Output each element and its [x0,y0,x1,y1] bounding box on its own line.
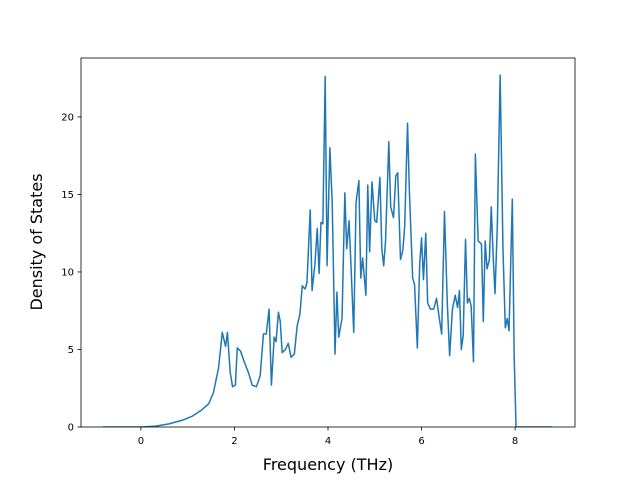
x-tick-label: 0 [138,436,144,447]
y-tick-label: 20 [61,112,74,123]
x-tick-label: 8 [512,436,518,447]
y-tick-label: 0 [68,423,74,434]
y-axis-label: Density of States [27,173,46,310]
y-tick-label: 15 [61,190,74,201]
x-axis-label: Frequency (THz) [263,455,393,474]
plot-frame [80,57,576,428]
data-line [102,74,553,427]
y-tick-label: 5 [68,345,74,356]
x-tick-label: 2 [231,436,237,447]
x-tick-label: 4 [325,436,331,447]
y-tick-label: 10 [61,267,74,278]
x-tick-label: 6 [418,436,424,447]
